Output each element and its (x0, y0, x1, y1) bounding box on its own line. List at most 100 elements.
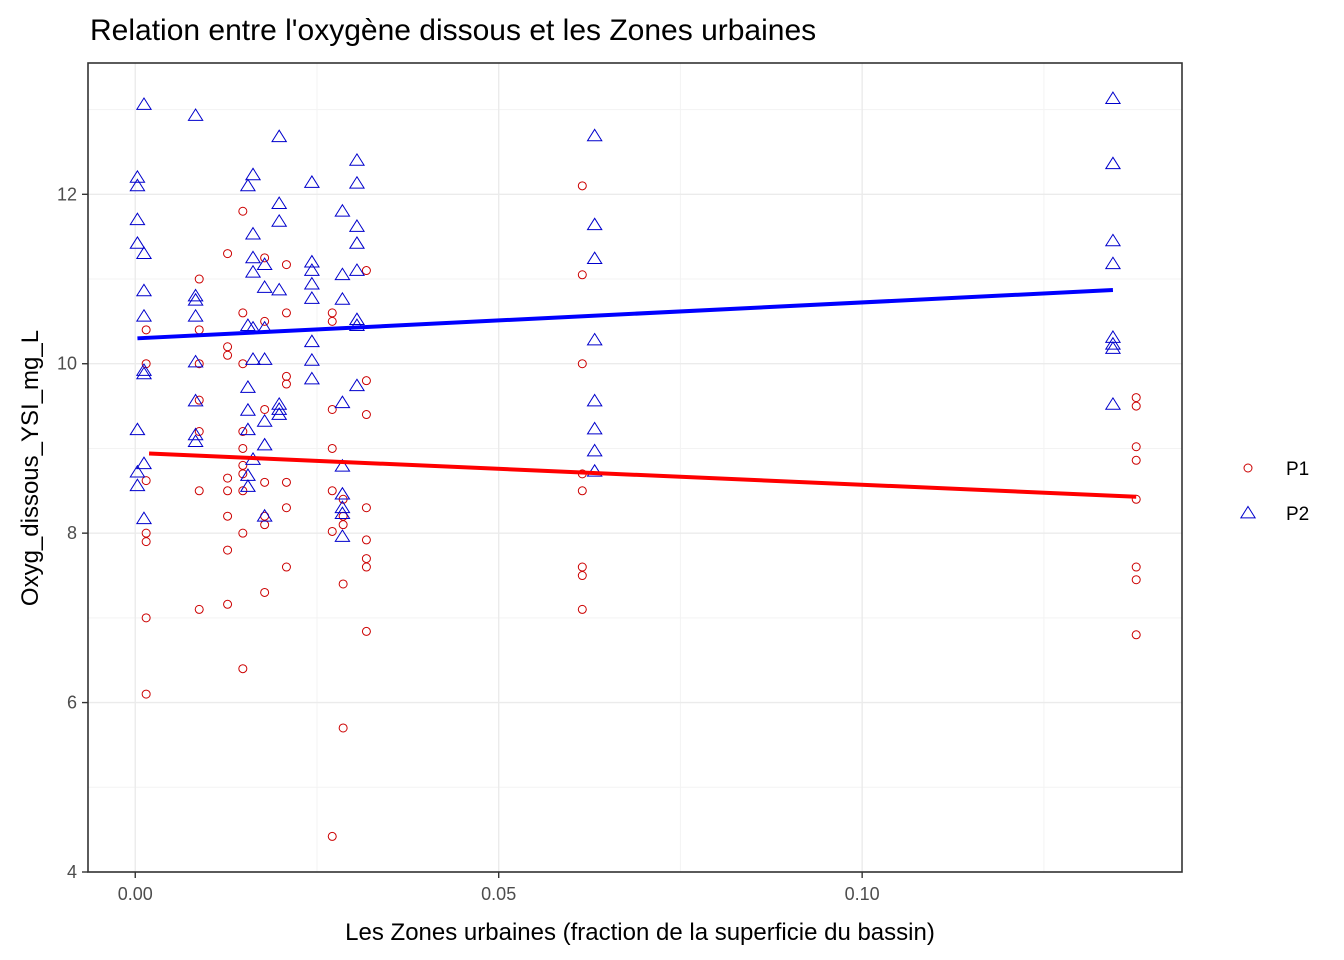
data-point (577, 571, 587, 581)
data-point (238, 206, 248, 216)
data-point (348, 312, 366, 326)
data-point (1104, 156, 1121, 170)
data-point (223, 473, 233, 483)
data-point (281, 379, 291, 389)
y-tick-label: 12 (57, 184, 77, 204)
data-point (187, 393, 204, 407)
data-point (135, 511, 153, 525)
legend: P1 P2 (1239, 459, 1309, 525)
data-point (586, 251, 603, 265)
x-axis-ticks: 0.00 0.05 0.10 (118, 872, 880, 904)
data-point (135, 456, 153, 470)
data-point (260, 316, 270, 326)
data-point (135, 363, 153, 376)
data-point (586, 217, 603, 231)
data-point (129, 478, 146, 492)
data-point (194, 604, 204, 614)
data-point (187, 108, 204, 121)
data-point (271, 213, 288, 227)
x-axis-title: Les Zones urbaines (fraction de la super… (345, 919, 935, 946)
data-point (303, 254, 320, 268)
data-point (238, 426, 248, 436)
data-point (577, 604, 587, 614)
chart-title: Relation entre l'oxygène dissous et les … (90, 14, 816, 47)
data-point (238, 486, 248, 496)
data-point (129, 422, 146, 436)
data-point (281, 477, 291, 487)
data-point (281, 260, 291, 270)
data-point (327, 404, 337, 414)
data-point (244, 264, 262, 278)
data-point (244, 250, 262, 264)
data-point (271, 407, 288, 420)
data-point (135, 366, 153, 380)
data-point (334, 267, 351, 281)
data-point (129, 464, 146, 478)
data-point (238, 664, 248, 674)
data-point (334, 506, 351, 520)
data-point (334, 529, 351, 542)
data-point (303, 263, 320, 276)
data-point (194, 359, 204, 369)
data-point (260, 253, 270, 263)
data-point (348, 175, 366, 189)
data-point (239, 479, 256, 492)
data-point (1131, 575, 1141, 585)
data-point (1104, 256, 1121, 270)
data-point (194, 426, 204, 436)
data-point (271, 282, 288, 296)
y-tick-label: 10 (57, 354, 77, 374)
data-point (256, 280, 273, 293)
data-point (361, 562, 371, 572)
data-point (334, 203, 351, 217)
data-point (281, 503, 291, 513)
data-point (187, 308, 204, 322)
data-point (129, 178, 146, 192)
data-point (129, 169, 146, 183)
x-tick-label: 0.05 (481, 884, 516, 904)
data-point (1104, 396, 1121, 410)
data-point (135, 97, 153, 110)
data-point (244, 352, 262, 365)
data-point (586, 421, 603, 435)
data-point (256, 352, 273, 365)
data-point (187, 434, 204, 448)
data-point (187, 292, 204, 306)
data-point (361, 376, 371, 386)
data-point (577, 181, 587, 191)
series-p2 (129, 91, 1121, 542)
data-point (187, 427, 204, 441)
y-axis-title: Oxyg_dissous_YSI_mg_L (17, 330, 44, 606)
data-point (1131, 562, 1141, 572)
data-point (327, 316, 337, 326)
data-point (223, 511, 233, 521)
data-point (135, 246, 153, 259)
data-point (1131, 630, 1141, 640)
series-layer (129, 91, 1141, 841)
data-point (361, 266, 371, 276)
data-point (281, 562, 291, 572)
x-tick-label: 0.10 (845, 884, 880, 904)
data-point (141, 476, 151, 486)
x-tick-label: 0.00 (118, 884, 153, 904)
data-point (334, 500, 351, 514)
data-point (338, 520, 348, 530)
data-point (348, 219, 366, 232)
data-point (129, 235, 146, 249)
data-point (271, 396, 288, 410)
data-point (327, 486, 337, 496)
data-point (348, 318, 366, 331)
data-point (194, 395, 204, 405)
data-point (334, 458, 351, 472)
data-point (194, 486, 204, 496)
data-point (271, 196, 288, 209)
data-point (256, 437, 273, 451)
data-point (187, 288, 204, 302)
trend-line-p2 (137, 288, 1114, 341)
legend-item-p1: P1 (1243, 459, 1309, 480)
data-point (129, 212, 146, 226)
data-point (239, 178, 256, 192)
legend-label: P2 (1286, 504, 1309, 525)
data-point (187, 354, 204, 368)
data-point (223, 350, 233, 360)
